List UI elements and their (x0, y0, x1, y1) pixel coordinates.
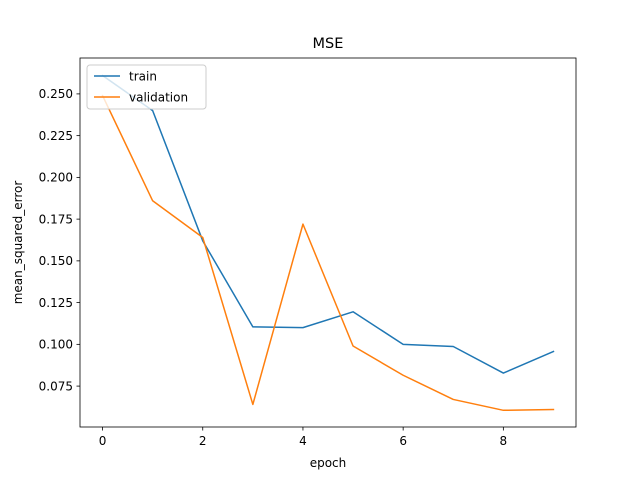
x-axis-label: epoch (310, 456, 347, 470)
legend-label-validation: validation (129, 90, 188, 104)
y-tick-label: 0.075 (39, 379, 73, 393)
y-tick-label: 0.225 (39, 129, 73, 143)
x-tick-label: 2 (199, 434, 207, 448)
y-tick-label: 0.250 (39, 87, 73, 101)
x-tick-label: 4 (299, 434, 307, 448)
y-tick-label: 0.175 (39, 212, 73, 226)
plot-area (80, 58, 576, 427)
x-tick-label: 0 (99, 434, 107, 448)
chart-title: MSE (313, 36, 344, 52)
x-tick-label: 6 (399, 434, 407, 448)
y-axis-label: mean_squared_error (11, 181, 25, 305)
series-layer (101, 74, 555, 412)
x-tick-label: 8 (500, 434, 508, 448)
y-tick-label: 0.100 (39, 338, 73, 352)
axes-frame (79, 57, 577, 428)
axes-layer: 0 2 4 6 8 0.075 0.100 0.125 0.150 0.175 0.200 0.225… (39, 57, 577, 448)
series-line-train (101, 74, 555, 374)
y-tick-label: 0.200 (39, 171, 73, 185)
y-tick-label: 0.150 (39, 254, 73, 268)
legend: train validation (86, 64, 207, 110)
legend-label-train: train (129, 69, 157, 83)
y-tick-label: 0.125 (39, 296, 73, 310)
series-line-validation (101, 94, 555, 412)
